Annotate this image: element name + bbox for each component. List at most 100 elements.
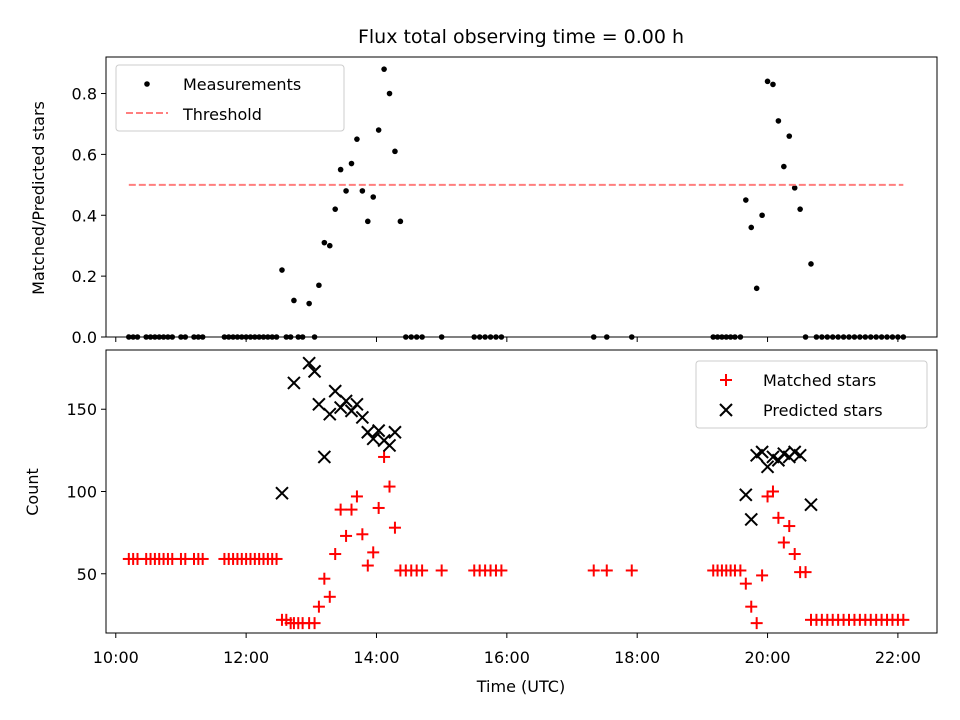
bottom-y-ticks: 50 100 150 [66,400,106,584]
matched-stars-point [383,480,396,493]
matched-stars-point [777,536,790,549]
legend-predicted-marker [719,403,733,417]
matched-stars-point [745,600,758,613]
matched-stars-point [350,490,363,503]
measurement-point [386,90,393,97]
matched-stars-point [750,617,763,630]
measurement-point [316,282,322,289]
legend-predicted-label: Predicted stars [763,401,883,420]
predicted-stars-point [388,425,402,439]
measurement-point [786,133,793,139]
predicted-stars-point [355,410,370,425]
measurement-point [775,118,782,124]
matched-stars-point [388,521,401,534]
matched-stars-point [756,569,769,582]
matched-stars-point [772,511,785,524]
y-tick-label: 0.8 [72,85,97,104]
measurement-point [748,224,755,231]
matched-stars-point [323,590,336,603]
measurement-point [370,194,377,200]
predicted-stars-point [755,445,769,459]
measurement-point [291,297,297,304]
matched-stars-point [495,564,508,577]
top-plot-frame [105,56,938,338]
y-tick-label: 150 [66,400,97,419]
measurement-point [759,212,765,219]
matched-stars-point [625,564,638,577]
y-tick-label: 0.0 [72,328,97,347]
bottom-legend: Matched stars Predicted stars [695,360,928,429]
matched-stars-point [196,552,209,565]
legend-measurements-label: Measurements [183,75,301,94]
predicted-stars-point [350,397,364,412]
matched-stars-point [378,450,391,463]
measurement-point [375,127,382,133]
matched-stars-point [312,600,325,613]
measurement-point [381,66,387,72]
predicted-stars-point [371,423,386,438]
measurement-point [397,218,404,225]
predicted-stars-point [328,384,342,398]
x-tick-label: 22:00 [875,648,921,667]
x-tick-label: 12:00 [223,648,269,667]
y-tick-label: 100 [66,483,97,502]
matched-stars-point [367,546,380,559]
legend-matched-label: Matched stars [763,371,876,390]
measurement-point [321,239,328,246]
matched-stars-point [435,564,448,577]
x-tick-label: 18:00 [614,648,660,667]
x-axis-label: Time (UTC) [476,677,565,696]
matched-stars-point [356,528,369,541]
measurement-point [337,166,344,173]
matched-stars-point [734,564,747,577]
y-tick-label: 0.2 [72,267,97,286]
measurement-point [764,78,771,85]
matched-stars-point [334,503,347,516]
legend-measurements-marker [144,81,150,87]
predicted-stars-point [382,438,397,453]
matched-stars-point [318,572,331,585]
matched-stars-point [739,577,752,590]
measurement-point [306,300,312,307]
measurement-point [348,160,355,167]
predicted-stars-point [366,432,380,446]
top-x-ticks [115,337,899,342]
predicted-stars-point [760,460,775,474]
measurement-point [332,206,339,212]
predicted-stars-point [312,397,326,412]
bottom-panel: 50 100 150 10:00 12:00 14:00 16:00 18:00 20:00 2… [23,349,938,696]
measurement-point [359,188,366,194]
matched-stars-point [766,485,779,498]
measurement-point [770,81,776,88]
predicted-stars-point [323,407,337,421]
bottom-legend-box [695,360,928,429]
matched-stars-point [587,564,600,577]
measurement-point [364,218,371,225]
matched-stars-point [416,564,429,577]
measurement-point [743,197,749,203]
measurement-point [279,267,285,273]
top-panel: 0.00.20.40.60.8 Matched/Predicted stars … [29,56,938,347]
measurement-point [781,163,787,170]
matched-stars-point [340,529,353,542]
bottom-plot-marks [122,356,910,630]
bottom-y-axis-label: Count [23,468,42,516]
matched-stars-point [897,613,910,626]
measurement-point [354,136,360,142]
x-tick-label: 10:00 [93,648,139,667]
bottom-x-ticks: 10:00 12:00 14:00 16:00 18:00 20:00 22:00 [93,633,921,667]
chart-title: Flux total observing time = 0.00 h [358,26,684,48]
predicted-stars-point [287,376,301,390]
matched-stars-point [799,566,812,579]
x-tick-label: 14:00 [353,648,399,667]
measurement-point [791,185,798,191]
bottom-plot-frame [105,349,938,634]
matched-stars-point [788,548,801,561]
measurement-point [343,188,349,194]
top-legend-box [115,64,345,132]
predicted-stars-point [739,488,753,502]
x-tick-label: 16:00 [484,648,530,667]
y-tick-label: 0.4 [72,206,97,225]
y-tick-label: 50 [77,565,97,584]
